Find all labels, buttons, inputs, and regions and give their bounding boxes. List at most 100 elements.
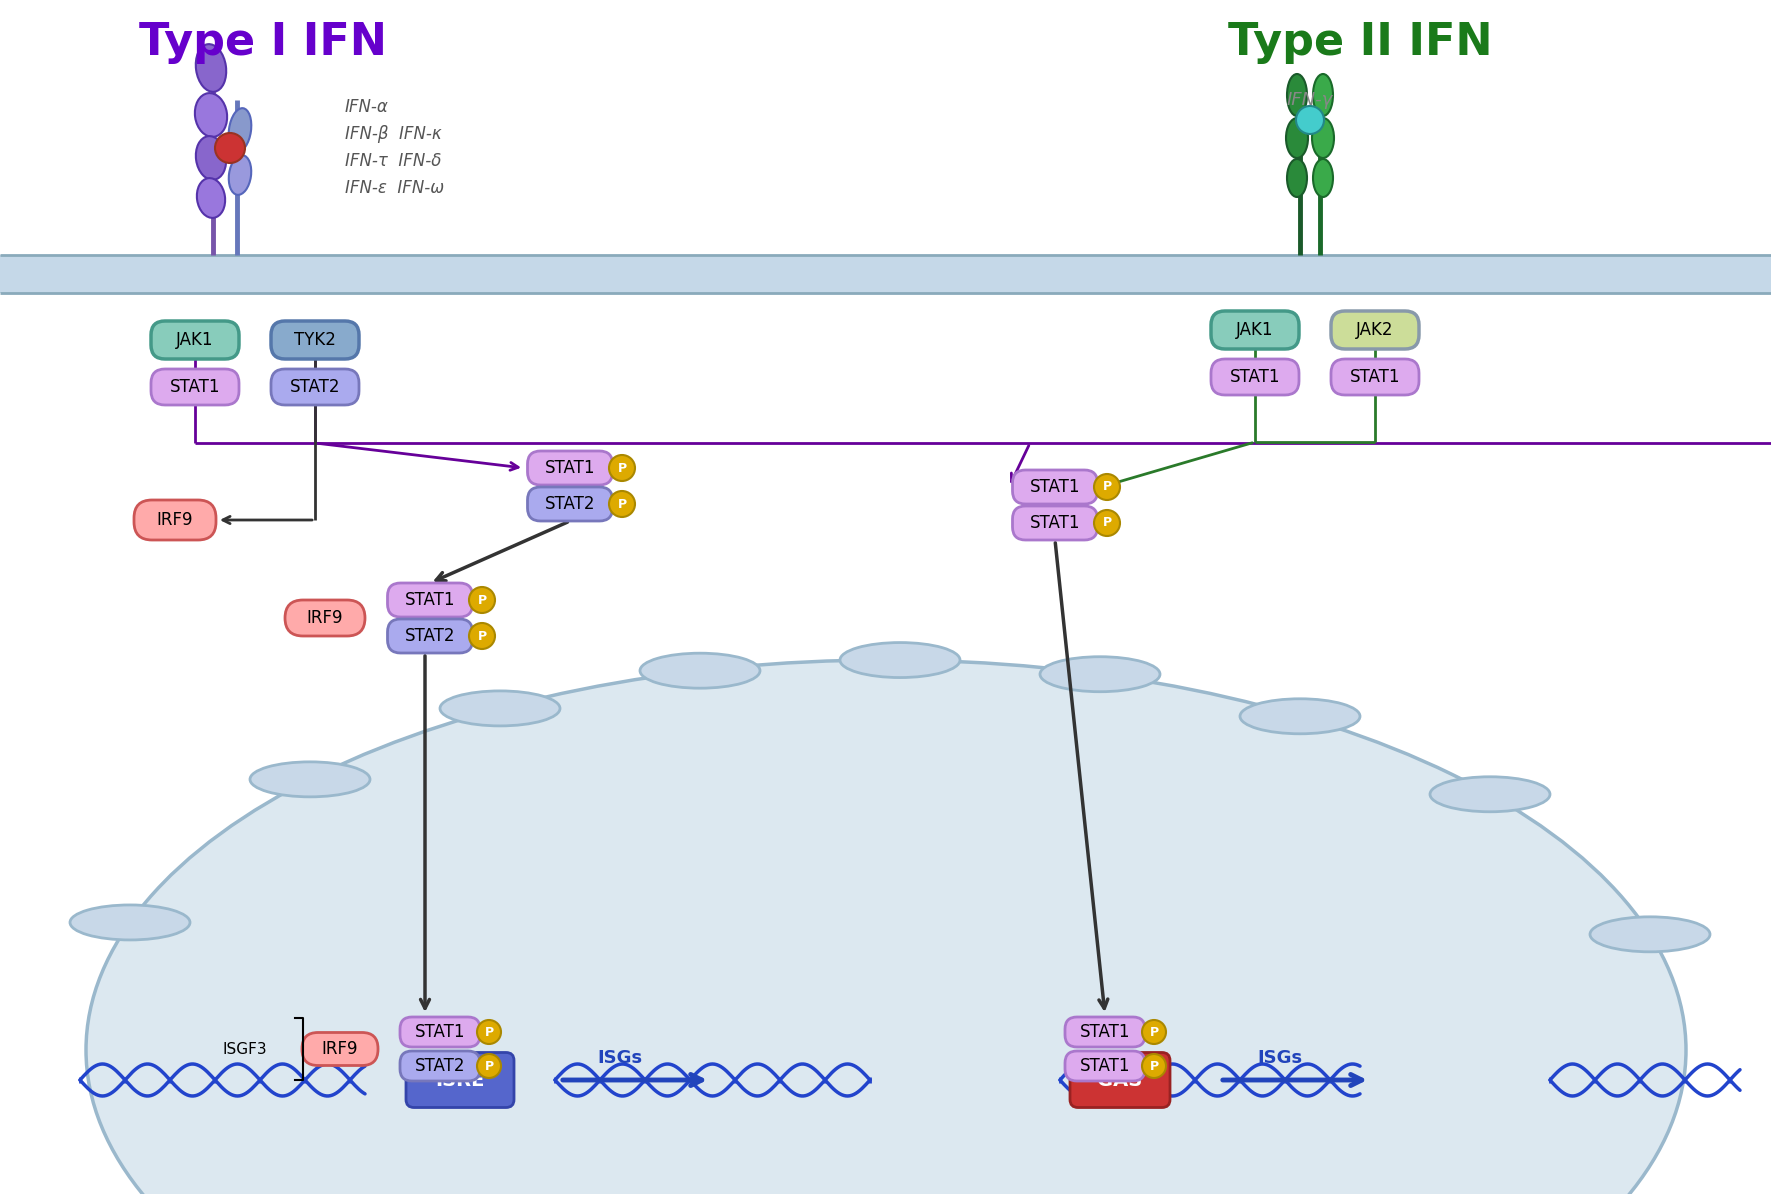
FancyBboxPatch shape <box>271 321 360 359</box>
Ellipse shape <box>87 660 1686 1194</box>
Text: STAT1: STAT1 <box>414 1023 466 1041</box>
FancyBboxPatch shape <box>1211 310 1298 349</box>
Text: STAT1: STAT1 <box>1080 1057 1130 1075</box>
Ellipse shape <box>1312 159 1334 197</box>
Ellipse shape <box>839 642 960 677</box>
Ellipse shape <box>1142 1020 1165 1044</box>
Ellipse shape <box>250 762 370 796</box>
Text: P: P <box>618 498 627 511</box>
Ellipse shape <box>1094 510 1119 536</box>
Text: JAK1: JAK1 <box>177 331 214 349</box>
FancyBboxPatch shape <box>406 1052 514 1108</box>
FancyBboxPatch shape <box>1332 310 1419 349</box>
Ellipse shape <box>476 1054 501 1078</box>
FancyBboxPatch shape <box>1332 359 1419 395</box>
Text: IRF9: IRF9 <box>306 609 344 627</box>
FancyBboxPatch shape <box>1064 1051 1146 1081</box>
Text: STAT2: STAT2 <box>414 1057 466 1075</box>
FancyBboxPatch shape <box>303 1033 377 1065</box>
Text: STAT1: STAT1 <box>1029 513 1080 533</box>
Ellipse shape <box>1429 777 1550 812</box>
Text: STAT1: STAT1 <box>1029 478 1080 496</box>
Ellipse shape <box>639 653 760 688</box>
Text: Type II IFN: Type II IFN <box>1227 20 1493 63</box>
Text: JAK2: JAK2 <box>1357 321 1394 339</box>
Text: P: P <box>485 1026 494 1039</box>
Text: IRF9: IRF9 <box>322 1040 358 1058</box>
Text: P: P <box>1102 480 1112 493</box>
FancyBboxPatch shape <box>1013 506 1098 540</box>
FancyBboxPatch shape <box>1013 470 1098 504</box>
Ellipse shape <box>197 178 225 217</box>
Ellipse shape <box>469 587 496 613</box>
Text: STAT1: STAT1 <box>406 591 455 609</box>
Text: STAT2: STAT2 <box>290 378 340 396</box>
Text: IFN-ε  IFN-ω: IFN-ε IFN-ω <box>345 179 445 197</box>
FancyBboxPatch shape <box>271 369 360 405</box>
Ellipse shape <box>228 109 251 152</box>
Text: IFN-α: IFN-α <box>345 98 390 116</box>
Text: STAT1: STAT1 <box>545 458 595 476</box>
Text: IFN-γ: IFN-γ <box>1288 91 1334 109</box>
FancyBboxPatch shape <box>400 1051 480 1081</box>
Ellipse shape <box>1590 917 1711 952</box>
Text: STAT1: STAT1 <box>170 378 220 396</box>
FancyBboxPatch shape <box>528 451 613 485</box>
Text: STAT2: STAT2 <box>406 627 455 645</box>
FancyBboxPatch shape <box>1070 1052 1171 1108</box>
Ellipse shape <box>71 905 189 940</box>
Text: STAT2: STAT2 <box>545 496 595 513</box>
Text: P: P <box>1102 517 1112 529</box>
Text: P: P <box>478 593 487 607</box>
FancyBboxPatch shape <box>400 1017 480 1047</box>
Ellipse shape <box>1240 698 1360 734</box>
Ellipse shape <box>609 491 636 517</box>
Text: ISGs: ISGs <box>597 1050 643 1067</box>
Ellipse shape <box>1288 159 1307 197</box>
Ellipse shape <box>476 1020 501 1044</box>
Text: IRF9: IRF9 <box>158 511 193 529</box>
Ellipse shape <box>439 691 560 726</box>
Ellipse shape <box>1312 74 1334 116</box>
Text: P: P <box>618 462 627 474</box>
FancyBboxPatch shape <box>388 618 473 653</box>
FancyBboxPatch shape <box>151 369 239 405</box>
Ellipse shape <box>1296 106 1325 134</box>
Ellipse shape <box>469 623 496 650</box>
FancyBboxPatch shape <box>135 500 216 540</box>
Bar <box>0 256 1771 293</box>
Text: ISRE: ISRE <box>436 1071 485 1089</box>
Ellipse shape <box>195 93 227 137</box>
Ellipse shape <box>609 455 636 481</box>
Ellipse shape <box>228 155 251 195</box>
FancyBboxPatch shape <box>285 601 365 636</box>
Text: P: P <box>478 629 487 642</box>
Ellipse shape <box>214 133 244 164</box>
FancyBboxPatch shape <box>528 487 613 521</box>
Text: IFN-β  IFN-κ: IFN-β IFN-κ <box>345 125 441 143</box>
Text: Type I IFN: Type I IFN <box>138 20 388 63</box>
FancyBboxPatch shape <box>388 583 473 617</box>
Text: JAK1: JAK1 <box>1236 321 1273 339</box>
Text: ISGs: ISGs <box>1257 1050 1302 1067</box>
Text: GAS: GAS <box>1098 1071 1142 1089</box>
Ellipse shape <box>197 44 227 92</box>
Ellipse shape <box>197 136 227 180</box>
Ellipse shape <box>1312 118 1334 158</box>
FancyBboxPatch shape <box>1211 359 1298 395</box>
Text: P: P <box>1149 1059 1158 1072</box>
Text: STAT1: STAT1 <box>1350 368 1401 386</box>
Text: TYK2: TYK2 <box>294 331 336 349</box>
Ellipse shape <box>1286 118 1309 158</box>
FancyBboxPatch shape <box>1064 1017 1146 1047</box>
Text: STAT1: STAT1 <box>1229 368 1280 386</box>
FancyBboxPatch shape <box>151 321 239 359</box>
Text: ISGF3: ISGF3 <box>223 1041 267 1057</box>
Text: IFN-τ  IFN-δ: IFN-τ IFN-δ <box>345 152 441 170</box>
Ellipse shape <box>1094 474 1119 500</box>
Ellipse shape <box>1142 1054 1165 1078</box>
Ellipse shape <box>1288 74 1307 116</box>
Ellipse shape <box>1040 657 1160 691</box>
Text: P: P <box>1149 1026 1158 1039</box>
Text: P: P <box>485 1059 494 1072</box>
